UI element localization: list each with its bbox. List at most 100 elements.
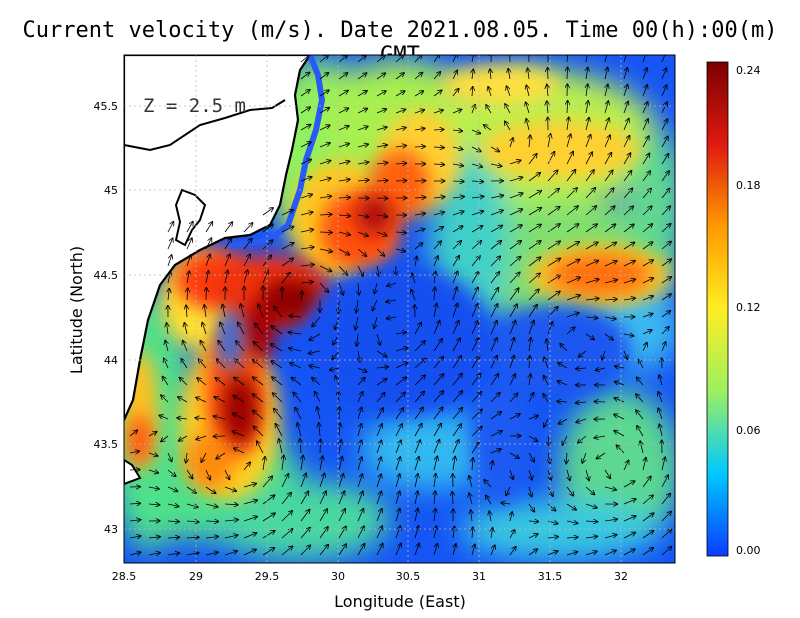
velocity-arrow xyxy=(452,181,464,182)
velocity-arrow xyxy=(395,55,404,63)
velocity-arrow xyxy=(319,196,332,198)
velocity-arrow xyxy=(490,256,501,267)
velocity-arrow xyxy=(433,55,440,63)
velocity-arrow xyxy=(129,552,141,555)
velocity-arrow xyxy=(616,445,625,454)
velocity-arrow xyxy=(181,359,188,369)
velocity-arrow xyxy=(376,408,383,420)
velocity-arrow xyxy=(661,311,671,318)
velocity-arrow xyxy=(338,299,339,313)
velocity-arrow xyxy=(639,359,644,369)
velocity-arrow xyxy=(491,528,493,539)
velocity-arrow xyxy=(434,473,436,488)
velocity-arrow xyxy=(642,476,651,488)
velocity-arrow xyxy=(386,317,397,319)
velocity-arrow xyxy=(415,491,418,505)
velocity-arrow xyxy=(186,238,192,250)
velocity-arrow xyxy=(547,241,560,250)
velocity-arrow xyxy=(452,256,459,267)
velocity-arrow xyxy=(281,243,294,250)
velocity-arrow xyxy=(357,544,365,556)
velocity-arrow xyxy=(472,55,474,63)
velocity-arrow xyxy=(452,226,463,233)
velocity-arrow xyxy=(319,473,325,488)
velocity-arrow xyxy=(547,551,558,556)
velocity-arrow xyxy=(272,393,283,403)
velocity-arrow xyxy=(395,526,401,539)
velocity-arrow xyxy=(148,553,160,555)
velocity-arrow xyxy=(490,355,497,369)
velocity-arrow xyxy=(615,366,625,368)
velocity-arrow xyxy=(528,416,538,420)
velocity-arrow xyxy=(274,408,283,420)
velocity-arrow xyxy=(395,347,408,352)
velocity-arrow xyxy=(528,549,538,556)
x-tick-label: 30 xyxy=(331,570,345,583)
velocity-arrow xyxy=(642,260,653,267)
velocity-arrow xyxy=(205,552,218,555)
velocity-arrow xyxy=(605,55,608,63)
velocity-arrow xyxy=(452,164,464,166)
velocity-arrow xyxy=(566,521,578,523)
velocity-arrow xyxy=(262,224,273,233)
velocity-arrow xyxy=(528,241,541,250)
velocity-arrow xyxy=(623,549,635,556)
velocity-arrow xyxy=(167,238,173,250)
velocity-arrow xyxy=(319,90,329,97)
velocity-arrow xyxy=(623,188,633,199)
velocity-arrow xyxy=(585,170,594,182)
velocity-arrow xyxy=(295,407,302,420)
velocity-arrow xyxy=(167,537,180,538)
velocity-arrow xyxy=(148,487,159,489)
velocity-arrow xyxy=(338,108,349,114)
velocity-arrow xyxy=(338,73,348,80)
velocity-arrow xyxy=(376,491,382,505)
field-dark-red-layer xyxy=(222,195,393,445)
velocity-arrow xyxy=(604,188,614,199)
velocity-arrow xyxy=(471,130,481,134)
velocity-arrow xyxy=(167,452,172,462)
velocity-arrow xyxy=(434,508,436,522)
velocity-arrow xyxy=(642,513,654,522)
velocity-arrow xyxy=(279,439,283,454)
velocity-arrow xyxy=(414,407,423,420)
velocity-arrow xyxy=(224,222,233,233)
velocity-arrow xyxy=(558,418,568,424)
velocity-arrow xyxy=(452,70,457,80)
velocity-arrow xyxy=(301,455,303,471)
velocity-arrow xyxy=(547,101,548,114)
grid-lines xyxy=(124,55,675,563)
velocity-arrow xyxy=(658,392,663,403)
velocity-arrow xyxy=(566,503,576,510)
velocity-arrow xyxy=(490,164,502,166)
velocity-arrow xyxy=(293,392,302,403)
velocity-arrow xyxy=(547,151,555,165)
velocity-arrow xyxy=(148,470,159,473)
velocity-arrow xyxy=(528,534,538,539)
velocity-arrow xyxy=(255,323,264,335)
velocity-arrow xyxy=(642,296,654,301)
velocity-arrow xyxy=(661,547,672,556)
velocity-arrow xyxy=(604,101,608,114)
velocity-arrow xyxy=(338,491,345,505)
velocity-arrow xyxy=(243,270,248,284)
velocity-arrow xyxy=(547,537,559,538)
velocity-arrow xyxy=(614,430,625,437)
velocity-arrow xyxy=(526,119,529,131)
velocity-arrow xyxy=(414,110,425,113)
x-tick-label: 29.5 xyxy=(255,570,280,583)
velocity-arrow xyxy=(206,271,209,284)
velocity-arrow xyxy=(300,527,310,539)
velocity-arrow xyxy=(414,322,421,335)
velocity-arrow xyxy=(202,322,207,335)
velocity-arrow xyxy=(642,548,654,556)
velocity-arrow xyxy=(395,163,407,164)
velocity-arrow xyxy=(300,72,310,80)
velocity-arrow xyxy=(257,441,264,454)
velocity-arrow xyxy=(357,91,367,97)
velocity-arrow xyxy=(243,462,250,471)
velocity-arrow xyxy=(195,418,207,419)
velocity-arrow xyxy=(604,469,611,479)
velocity-arrow xyxy=(547,486,553,497)
velocity-arrow xyxy=(196,435,207,440)
